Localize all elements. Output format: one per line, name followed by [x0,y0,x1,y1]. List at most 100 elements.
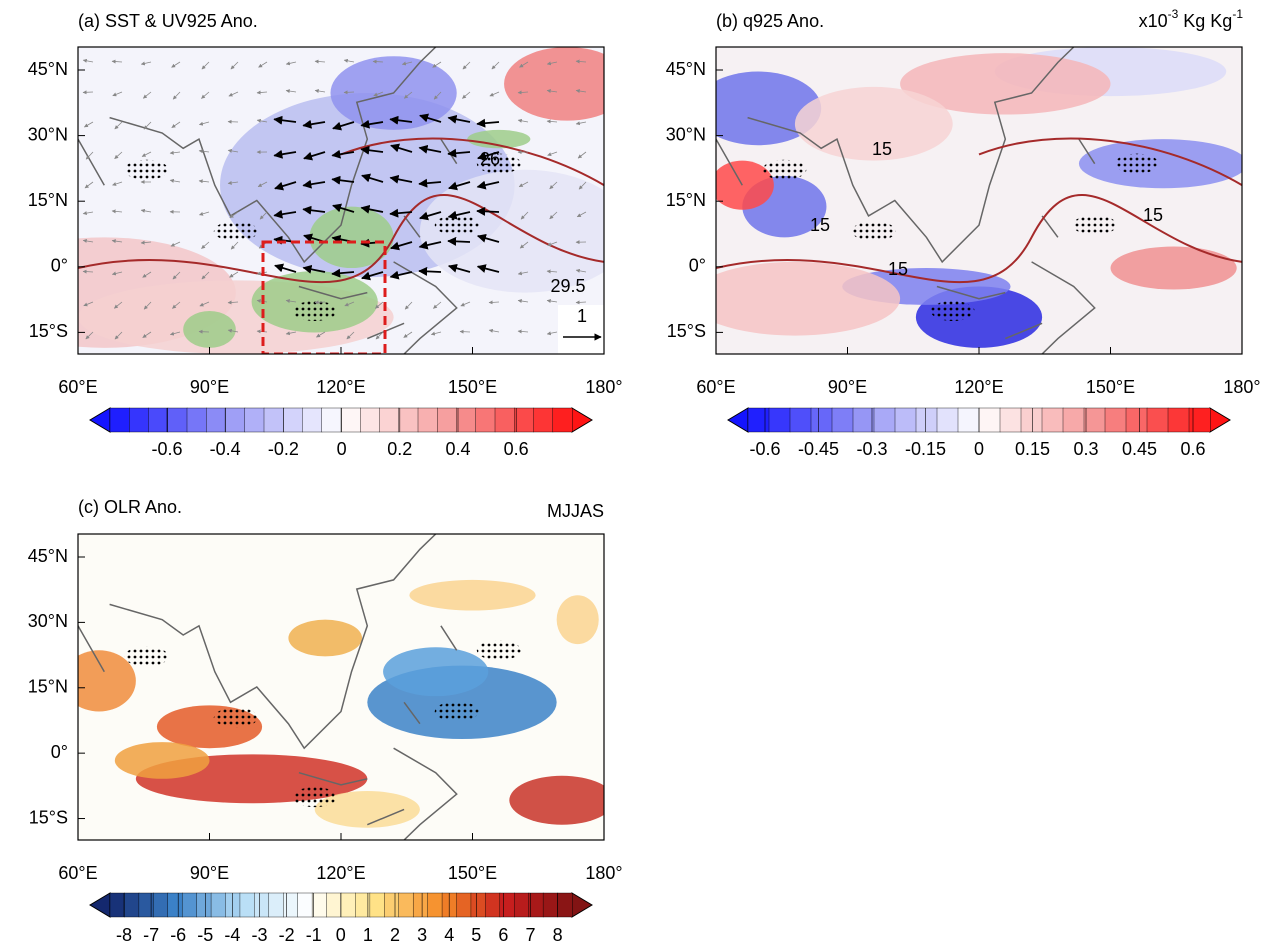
colorbar-swatch [109,407,130,433]
colorbar-swatch [1104,407,1127,433]
wind-vector [546,89,558,94]
wind-vector [257,181,268,188]
wind-vector [462,61,471,70]
colorbar-swatch [167,407,188,433]
wind-vector [447,148,471,158]
map-field [716,47,1242,354]
colorbar-swatch [514,407,534,433]
wind-vector [476,264,500,273]
colorbar-end [89,407,111,433]
wind-vector [575,268,587,273]
anomaly-region [716,261,901,336]
wind-vector [547,151,558,157]
significance-stipple [292,301,337,322]
contour-label: 15 [810,215,830,235]
wind-vector [273,149,297,159]
wind-vector [198,149,210,154]
wind-vector [111,59,123,64]
wind-vector [171,61,181,68]
significance-stipple [930,301,975,322]
wind-vector [361,173,384,183]
colorbar-swatch [167,892,183,918]
wind-vector [433,301,442,309]
wind-vector [460,301,471,307]
lon-label: 60°E [58,863,97,883]
lat-label: 45°N [28,59,68,79]
colorbar-swatch [789,407,812,433]
wind-vector [549,181,558,190]
wind-vector [111,209,123,214]
anomaly-region [1110,246,1237,290]
wind-vector [575,59,587,64]
wind-vector [314,59,326,64]
wind-vector [169,178,181,183]
wind-vector [447,263,471,273]
lon-label: 60°E [58,377,97,397]
panel-title: (c) OLR Ano. [78,497,182,517]
lon-label: 60°E [696,377,735,397]
colorbar-swatch [427,892,443,918]
wind-vector [433,91,442,100]
colorbar-swatch [456,892,472,918]
lon-label: 90°E [190,377,229,397]
wind-vector [546,61,558,66]
colorbar-swatch [1125,407,1148,433]
wind-vector [172,301,181,309]
colorbar-swatch [810,407,833,433]
colorbar-swatch [437,407,457,433]
wind-vector [142,271,152,278]
wind-vector [575,300,587,305]
lat-label: 30°N [28,124,68,144]
colorbar-swatch [297,892,313,918]
panel-title: (b) q925 Ano. [716,11,824,31]
lon-label: 180° [1223,377,1260,397]
colorbar-swatch [153,892,169,918]
wind-vector [273,209,297,219]
contour-line [340,137,604,187]
wind-vector [82,211,94,216]
colorbar-swatch [340,892,356,918]
colorbar-swatch [494,407,515,433]
wind-vector [229,271,239,278]
colorbar-label: -0.15 [905,439,946,459]
significance-stipple [124,159,169,180]
wind-vector [518,181,529,188]
wind-vector [575,121,587,126]
wind-vector [361,271,384,281]
colorbar-swatch [528,892,544,918]
colorbar-end [1209,407,1231,433]
anomaly-region [309,206,394,269]
wind-vector [314,300,326,305]
wind-vector [491,61,500,70]
wind-vector [403,91,413,99]
units-label: x10-3 Kg Kg-1 [1139,7,1244,31]
wind-vector [227,180,239,185]
colorbar-swatch [225,407,246,433]
lon-label: 90°E [190,863,229,883]
wind-vector [114,331,123,340]
wind-vector [113,301,123,309]
significance-stipple [476,640,521,661]
colorbar-label: -7 [143,925,159,945]
wind-vector [285,331,297,336]
wind-vector [302,119,326,129]
colorbar-swatch [533,407,554,433]
colorbar-label: 4 [444,925,454,945]
significance-stipple [213,221,258,242]
wind-vector [169,150,181,155]
coastline [78,534,458,840]
colorbar-label: 0.15 [1015,439,1050,459]
wind-vector [343,58,355,63]
significance-stipple [434,701,479,722]
colorbar-swatch [557,892,573,918]
wind-vector [546,331,558,336]
colorbar-swatch [109,892,125,918]
contour-line [978,137,1242,187]
wind-vector [489,91,500,97]
wind-vector [199,211,210,216]
contour-label: 15 [1143,205,1163,225]
colorbar-label: -2 [279,925,295,945]
colorbar-label: -4 [224,925,240,945]
wind-vector [201,61,210,70]
